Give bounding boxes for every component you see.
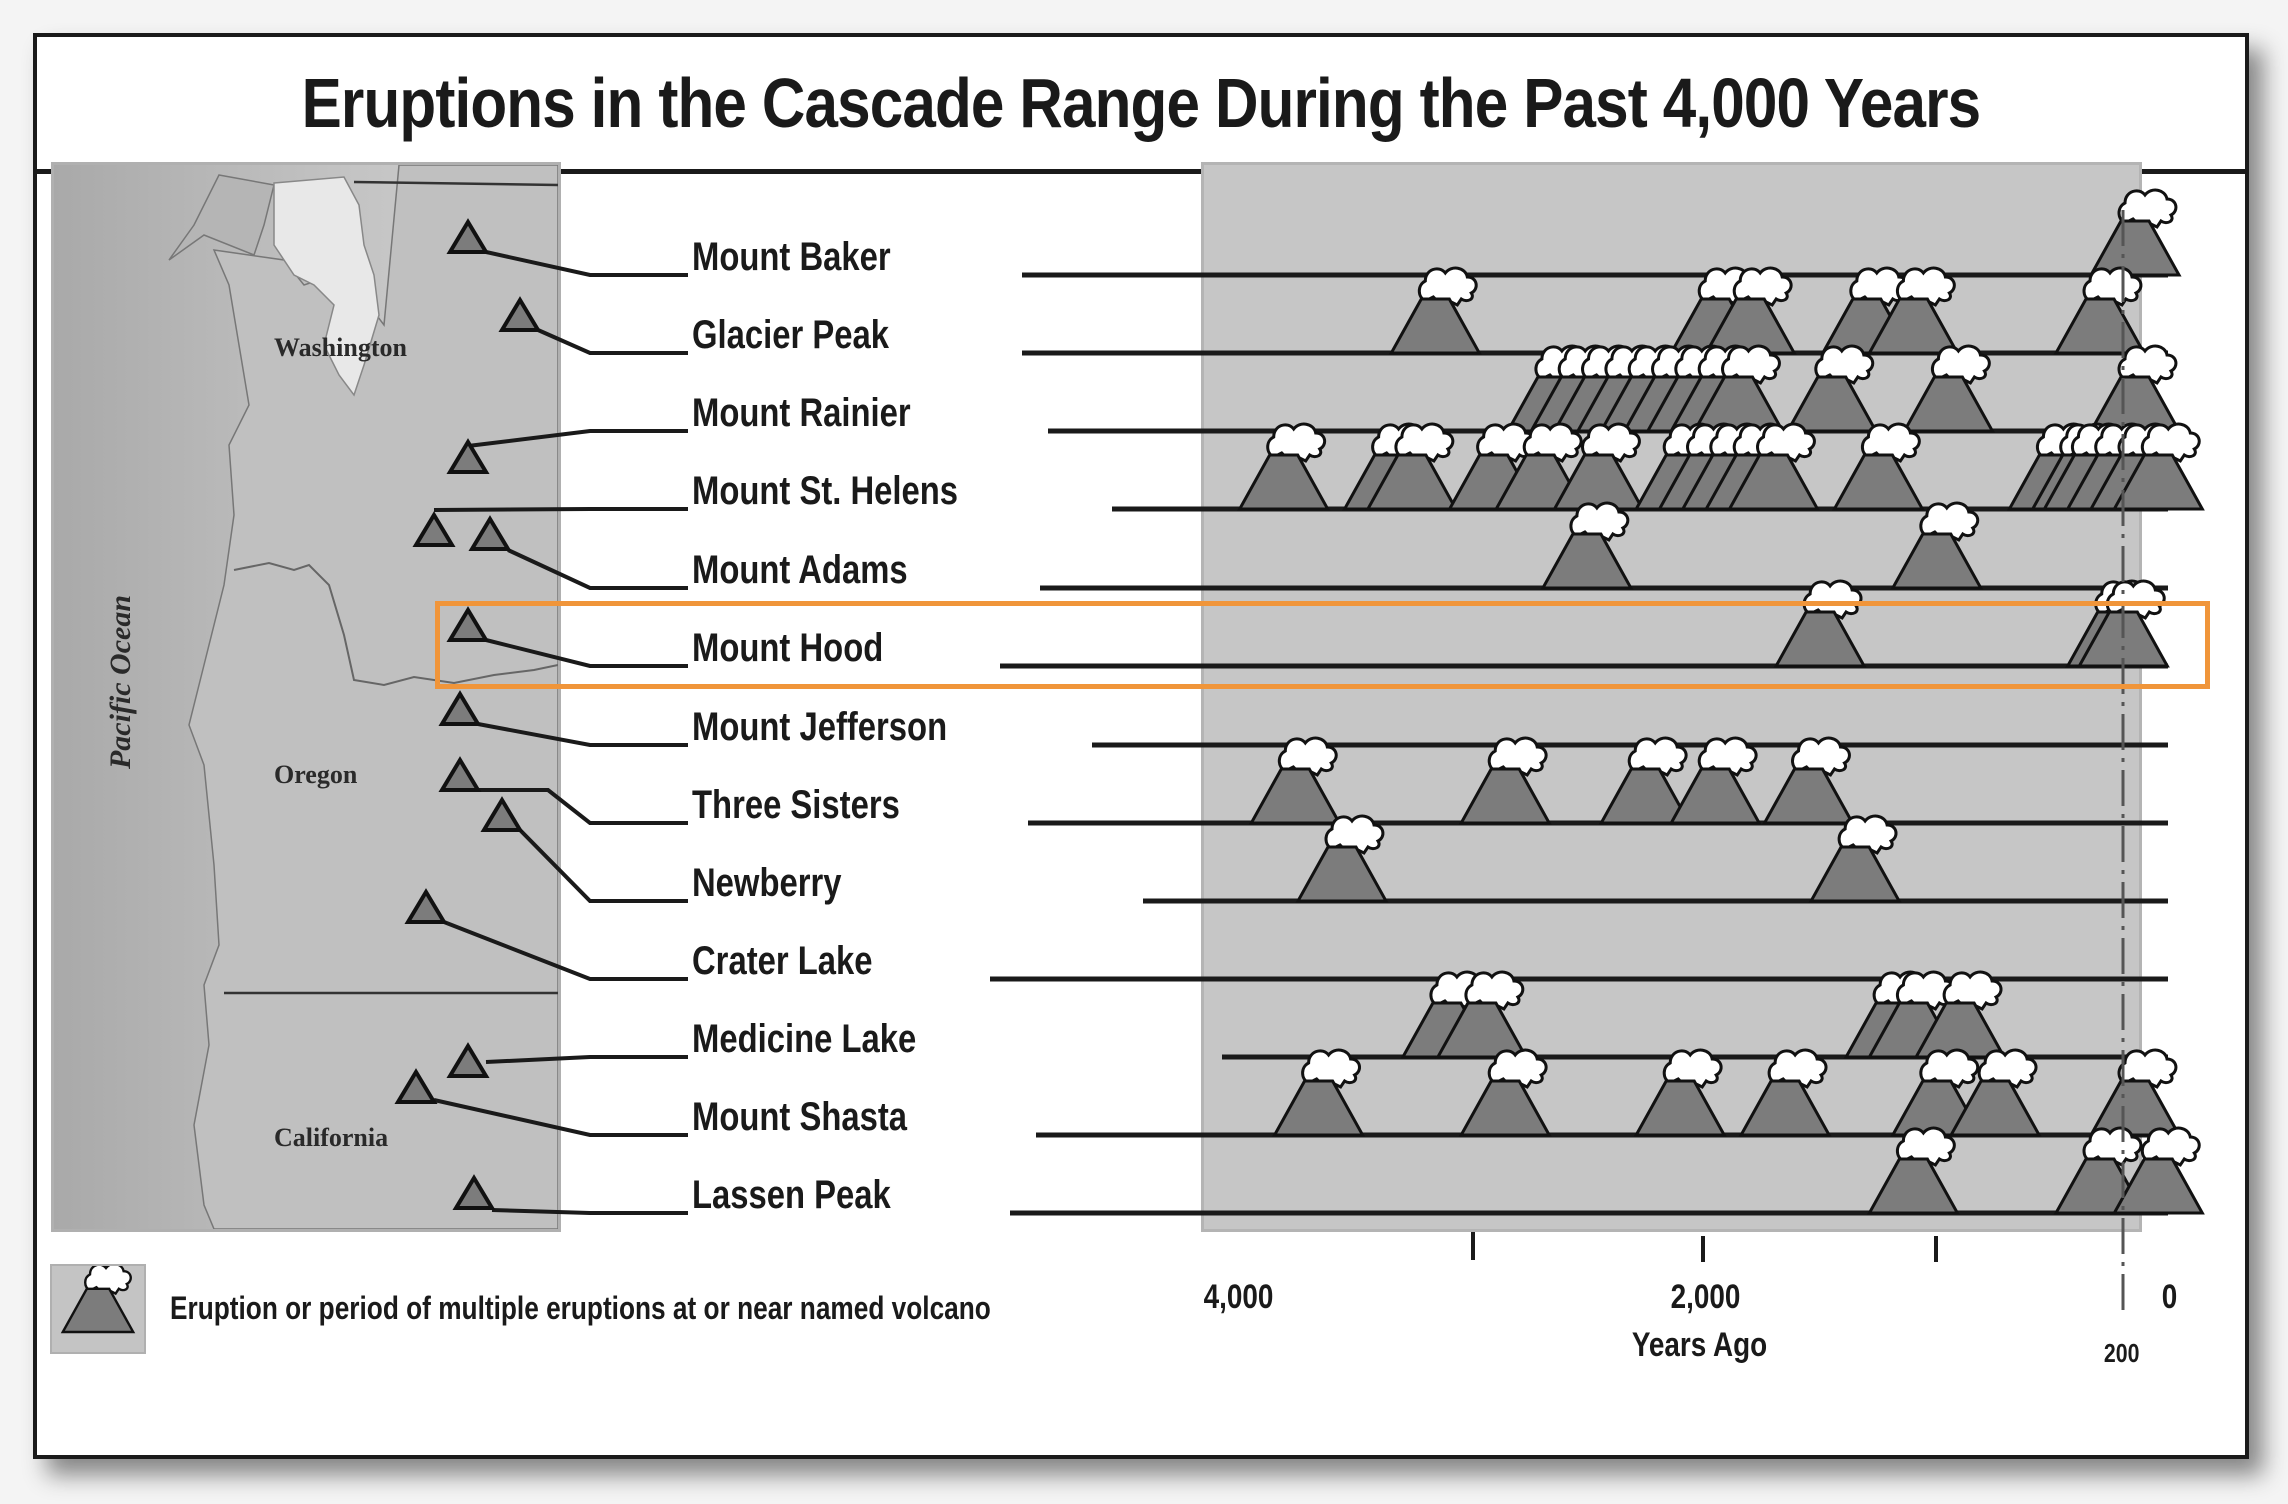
eruption-icon bbox=[1599, 736, 1691, 825]
legend-swatch bbox=[50, 1264, 146, 1354]
eruption-icon bbox=[2089, 188, 2181, 277]
eruption-icon bbox=[1634, 1048, 1726, 1137]
marker-200-label: 200 bbox=[2103, 1338, 2140, 1368]
leader-line bbox=[443, 920, 688, 981]
volcano-name-label: Glacier Peak bbox=[692, 313, 889, 357]
leader-line bbox=[507, 548, 688, 590]
volcano-location-icon bbox=[440, 758, 480, 792]
eruption-icon bbox=[1786, 344, 1878, 433]
highlight-mount-hood bbox=[435, 601, 2210, 689]
eruption-icon bbox=[1832, 422, 1924, 511]
eruption-icon bbox=[2089, 1048, 2181, 1137]
eruption-icon bbox=[1459, 736, 1551, 825]
eruption-icon bbox=[1763, 736, 1854, 825]
cascade-map: Washington Oregon California Pacific Oce… bbox=[51, 162, 561, 1232]
volcano-name-label: Mount Shasta bbox=[692, 1095, 908, 1139]
volcano-location-icon bbox=[448, 220, 488, 254]
leader-line bbox=[467, 429, 688, 448]
volcano-location-icon bbox=[414, 513, 454, 547]
volcano-location-icon bbox=[448, 440, 488, 474]
x-tick-2000: 2,000 bbox=[1670, 1278, 1741, 1316]
leader-line bbox=[537, 328, 688, 355]
leader-line bbox=[485, 638, 688, 668]
leader-line bbox=[485, 1055, 688, 1064]
volcano-name-label: Lassen Peak bbox=[692, 1173, 891, 1217]
volcano-location-icon bbox=[448, 1044, 488, 1078]
eruption-icon bbox=[1809, 814, 1901, 903]
leader-line bbox=[518, 828, 688, 903]
eruption-icon bbox=[1867, 1126, 1959, 1215]
volcano-name-label: Mount Adams bbox=[692, 548, 908, 592]
leader-line bbox=[491, 1208, 688, 1215]
volcano-location-icon bbox=[396, 1070, 436, 1104]
leader-line bbox=[478, 788, 688, 825]
eruption-icon bbox=[2054, 266, 2146, 355]
leader-line bbox=[485, 250, 688, 277]
eruption-icon bbox=[1296, 814, 1388, 903]
volcano-name-label: Newberry bbox=[692, 861, 842, 905]
eruption-icon bbox=[1389, 266, 1481, 355]
title-bar: Eruptions in the Cascade Range During th… bbox=[37, 37, 2245, 174]
eruption-icon bbox=[1273, 1048, 1365, 1137]
volcano-location-icon bbox=[500, 298, 540, 332]
leader-line bbox=[433, 1098, 688, 1137]
x-tick-0: 0 bbox=[2161, 1278, 2178, 1316]
state-label-california: California bbox=[274, 1123, 389, 1152]
eruption-icon bbox=[2089, 344, 2181, 433]
eruption-icon bbox=[1902, 344, 1994, 433]
volcano-location-icon bbox=[406, 890, 446, 924]
chart-title: Eruptions in the Cascade Range During th… bbox=[301, 64, 1982, 142]
x-tick-4000: 4,000 bbox=[1203, 1278, 1274, 1316]
volcano-location-icon bbox=[482, 798, 522, 832]
eruption-icon bbox=[1459, 1048, 1551, 1137]
eruption-icon bbox=[1238, 422, 1330, 511]
leader-line bbox=[433, 507, 688, 512]
eruption-icon bbox=[1891, 501, 1983, 590]
volcano-name-label: Mount Jefferson bbox=[692, 705, 948, 749]
eruption-icon bbox=[1249, 736, 1341, 825]
state-label-oregon: Oregon bbox=[274, 760, 358, 789]
volcano-name-label: Mount Rainier bbox=[692, 391, 911, 435]
leader-line bbox=[477, 722, 688, 747]
volcano-name-label: Mount Baker bbox=[692, 235, 891, 279]
map-shapes bbox=[168, 165, 558, 1229]
state-label-washington: Washington bbox=[274, 333, 407, 362]
volcano-location-icon bbox=[440, 692, 480, 726]
volcano-name-label: Mount Hood bbox=[692, 626, 884, 670]
volcano-location-icon bbox=[454, 1176, 494, 1210]
x-axis-label: Years Ago bbox=[1631, 1326, 1768, 1364]
volcano-name-label: Crater Lake bbox=[692, 939, 873, 983]
legend-text: Eruption or period of multiple eruptions… bbox=[170, 1290, 991, 1326]
eruption-icon bbox=[1541, 501, 1633, 590]
volcano-name-label: Mount St. Helens bbox=[692, 469, 959, 513]
volcano-name-label: Three Sisters bbox=[692, 783, 900, 827]
volcano-name-label: Medicine Lake bbox=[692, 1017, 917, 1061]
eruption-icon bbox=[1739, 1048, 1831, 1137]
volcano-location-icon bbox=[470, 517, 510, 551]
eruption-icon bbox=[60, 1266, 136, 1334]
